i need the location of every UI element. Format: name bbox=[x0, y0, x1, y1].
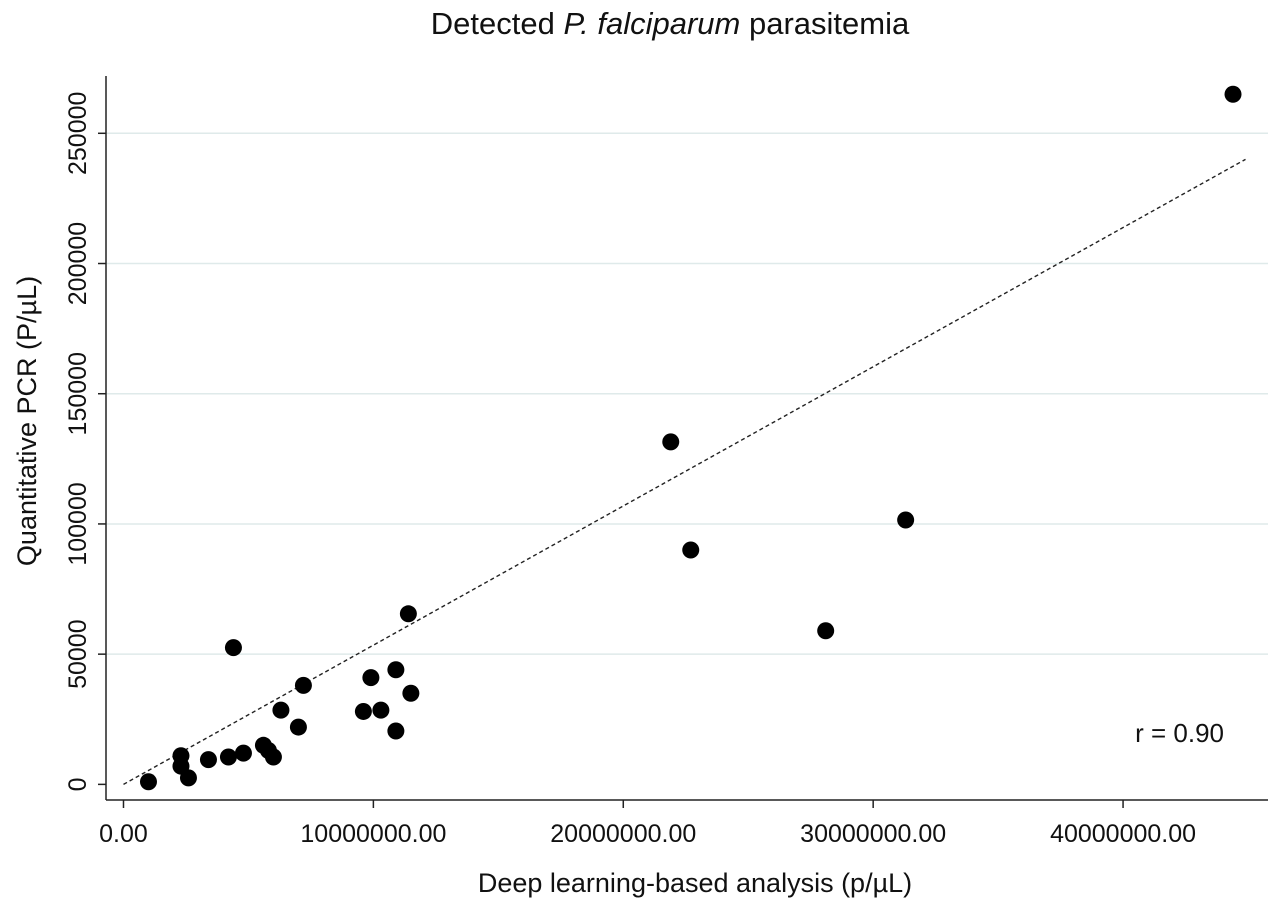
x-tick-label: 30000000.00 bbox=[800, 820, 946, 848]
y-tick-label: 100000 bbox=[64, 482, 92, 565]
y-tick-label: 250000 bbox=[64, 92, 92, 175]
y-axis-label: Quantitative PCR (P/µL) bbox=[12, 276, 42, 566]
data-point bbox=[682, 541, 700, 559]
fit-line bbox=[123, 158, 1246, 785]
chart-title-suffix: parasitemia bbox=[740, 6, 910, 41]
data-point bbox=[224, 639, 242, 657]
data-point bbox=[234, 744, 252, 762]
data-point bbox=[1224, 85, 1242, 103]
data-point bbox=[219, 748, 237, 766]
fit-line-group bbox=[123, 158, 1246, 785]
data-point bbox=[289, 718, 307, 736]
data-point bbox=[897, 511, 915, 529]
y-axis-ticks: 0 50000 100000 150000 200000 250000 bbox=[64, 92, 106, 791]
axes bbox=[105, 76, 1268, 801]
data-point bbox=[179, 769, 197, 787]
y-tick-label: 0 bbox=[64, 777, 92, 791]
data-point bbox=[294, 676, 312, 694]
data-point bbox=[372, 701, 390, 719]
data-point bbox=[399, 605, 417, 623]
data-point bbox=[362, 669, 380, 687]
data-point bbox=[817, 622, 835, 640]
y-tick-label: 150000 bbox=[64, 352, 92, 435]
data-point bbox=[387, 661, 405, 679]
data-point bbox=[264, 748, 282, 766]
data-point bbox=[139, 773, 157, 791]
y-tick-label: 50000 bbox=[64, 619, 92, 689]
x-tick-label: 10000000.00 bbox=[300, 820, 446, 848]
chart-title-prefix: Detected bbox=[431, 6, 564, 41]
x-axis-label: Deep learning-based analysis (p/µL) bbox=[478, 868, 912, 898]
x-tick-label: 20000000.00 bbox=[550, 820, 696, 848]
data-point bbox=[387, 722, 405, 740]
data-points bbox=[139, 85, 1242, 791]
data-point bbox=[662, 433, 680, 451]
data-point bbox=[354, 702, 372, 720]
x-axis-ticks: 0.00 10000000.00 20000000.00 30000000.00 400… bbox=[99, 800, 1196, 848]
x-tick-label: 0.00 bbox=[99, 820, 148, 848]
chart-title: Detected P. falciparum parasitemia bbox=[431, 6, 910, 41]
x-tick-label: 40000000.00 bbox=[1050, 820, 1196, 848]
correlation-annotation: r = 0.90 bbox=[1135, 718, 1224, 748]
chart-title-species: P. falciparum bbox=[563, 6, 740, 41]
y-tick-label: 200000 bbox=[64, 222, 92, 305]
data-point bbox=[199, 751, 217, 769]
grid-lines bbox=[106, 132, 1268, 655]
data-point bbox=[402, 684, 420, 702]
data-point bbox=[272, 701, 290, 719]
